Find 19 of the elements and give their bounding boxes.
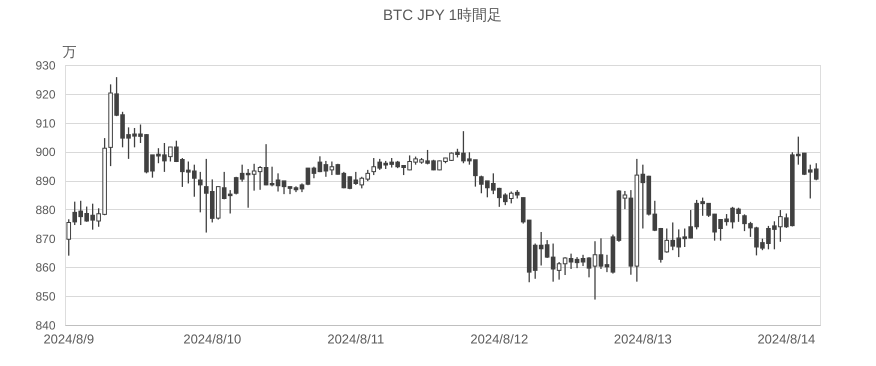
y-tick-label: 860 (35, 260, 56, 275)
y-tick-label: 880 (35, 202, 56, 217)
x-tick-label: 2024/8/10 (183, 332, 242, 346)
y-tick-label: 900 (35, 145, 56, 160)
y-tick-label: 930 (35, 58, 56, 72)
y-tick-label: 840 (35, 318, 56, 332)
x-tick-label: 2024/8/13 (614, 332, 672, 346)
y-tick-label: 890 (35, 174, 56, 188)
x-tick-label: 2024/8/14 (757, 332, 816, 346)
x-tick-label: 2024/8/11 (327, 332, 384, 346)
y-axis-title: 万 (62, 44, 76, 60)
y-tick-label: 910 (35, 116, 56, 130)
candlestick (198, 172, 203, 212)
y-tick-label: 870 (35, 232, 56, 246)
y-tick-label: 850 (35, 290, 56, 304)
x-tick-label: 2024/8/9 (43, 332, 94, 346)
y-tick-label: 920 (35, 87, 56, 102)
x-tick-label: 2024/8/12 (470, 332, 528, 346)
chart-title: BTC JPY 1時間足 (383, 7, 502, 24)
